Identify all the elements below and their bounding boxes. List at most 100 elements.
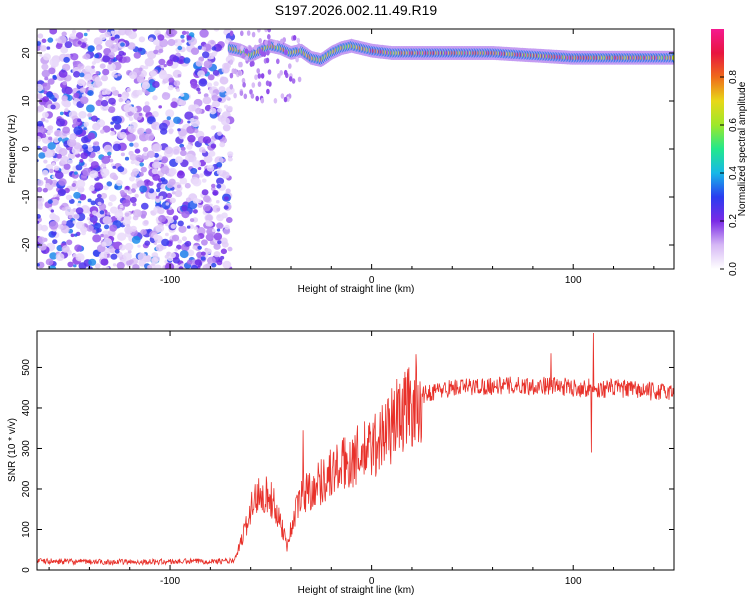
noise-speck — [155, 195, 160, 199]
noise-speck — [41, 63, 49, 71]
noise-speck — [73, 191, 81, 199]
noise-speck — [178, 59, 183, 63]
noise-speck — [221, 212, 228, 219]
noise-speck — [216, 162, 223, 168]
noise-speck — [148, 37, 154, 42]
noise-speck — [180, 93, 185, 97]
noise-speck — [224, 196, 229, 201]
noise-speck — [160, 156, 169, 164]
noise-speck — [107, 106, 116, 113]
noise-speck — [167, 38, 176, 47]
noise-speck — [59, 111, 64, 116]
noise-speck — [43, 159, 48, 164]
onset-speck — [229, 72, 234, 79]
noise-speck — [172, 30, 178, 35]
noise-speck — [112, 263, 117, 267]
noise-speck — [45, 119, 49, 123]
noise-speck — [37, 263, 40, 267]
onset-speck — [229, 30, 234, 37]
noise-speck — [181, 30, 187, 35]
noise-speck — [169, 197, 176, 204]
noise-speck — [129, 176, 135, 182]
onset-speck — [233, 68, 238, 75]
noise-speck — [192, 160, 201, 168]
noise-speck — [143, 152, 148, 156]
colorbar-tick-label: 0.0 — [728, 262, 739, 276]
noise-speck — [166, 182, 174, 189]
noise-speck — [203, 93, 209, 98]
noise-speck — [205, 248, 212, 255]
noise-speck — [63, 163, 71, 170]
noise-speck — [206, 82, 213, 88]
noise-speck — [53, 129, 62, 137]
noise-speck — [82, 144, 88, 150]
noise-speck — [88, 83, 94, 89]
noise-speck — [114, 210, 124, 219]
noise-speck — [112, 143, 122, 152]
noise-speck — [185, 197, 192, 203]
noise-speck — [37, 93, 43, 100]
noise-speck — [161, 92, 171, 100]
noise-speck — [92, 81, 101, 89]
noise-speck — [197, 45, 203, 50]
noise-speck — [83, 32, 88, 37]
noise-speck — [201, 251, 206, 256]
noise-speck — [187, 134, 196, 143]
noise-speck — [107, 151, 112, 156]
noise-speck — [223, 228, 231, 235]
noise-speck — [218, 86, 226, 93]
noise-speck — [72, 213, 80, 220]
noise-speck — [148, 188, 155, 194]
noise-speck — [68, 214, 73, 219]
noise-speck — [44, 76, 49, 81]
noise-speck — [66, 239, 73, 246]
noise-speck — [225, 92, 229, 96]
noise-speck — [194, 259, 202, 266]
noise-speck — [130, 171, 138, 178]
noise-speck — [41, 133, 47, 138]
noise-speck — [192, 209, 198, 214]
onset-speck — [242, 82, 246, 88]
noise-speck — [86, 29, 90, 32]
noise-speck — [167, 84, 174, 91]
noise-speck — [133, 142, 139, 148]
noise-speck — [176, 184, 181, 189]
noise-speck — [210, 186, 216, 191]
noise-speck — [158, 58, 166, 66]
noise-speck — [156, 188, 161, 193]
noise-speck — [61, 96, 68, 102]
noise-speck — [159, 122, 168, 131]
noise-speck — [37, 236, 46, 244]
noise-speck — [206, 164, 215, 172]
noise-speck — [45, 258, 54, 266]
noise-speck — [130, 160, 135, 165]
onset-speck — [239, 61, 243, 68]
snr-ticks: -100 0 100 0 100 200 300 400 500 — [21, 331, 674, 587]
noise-speck — [44, 177, 48, 181]
onset-speck — [240, 45, 244, 51]
noise-speck — [164, 146, 173, 155]
noise-speck — [83, 127, 87, 131]
noise-speck — [37, 196, 45, 204]
noise-speck — [79, 87, 86, 93]
noise-speck — [120, 42, 125, 47]
noise-speck — [77, 40, 82, 45]
noise-speck — [140, 166, 147, 173]
noise-speck — [219, 76, 229, 85]
noise-speck — [184, 111, 194, 120]
onset-speck — [241, 52, 245, 59]
onset-speck — [296, 37, 301, 44]
noise-speck — [170, 223, 176, 229]
onset-speck — [273, 39, 278, 46]
colorbar-tick-label: 0.2 — [728, 214, 739, 228]
noise-speck — [190, 47, 200, 55]
noise-speck — [46, 91, 53, 98]
noise-speck — [81, 230, 86, 236]
noise-speck — [111, 116, 118, 122]
noise-speck — [90, 200, 96, 206]
noise-speck — [47, 199, 53, 204]
noise-speck — [201, 239, 208, 246]
onset-speck — [267, 69, 272, 75]
noise-speck — [37, 33, 44, 39]
noise-speck — [150, 70, 157, 77]
